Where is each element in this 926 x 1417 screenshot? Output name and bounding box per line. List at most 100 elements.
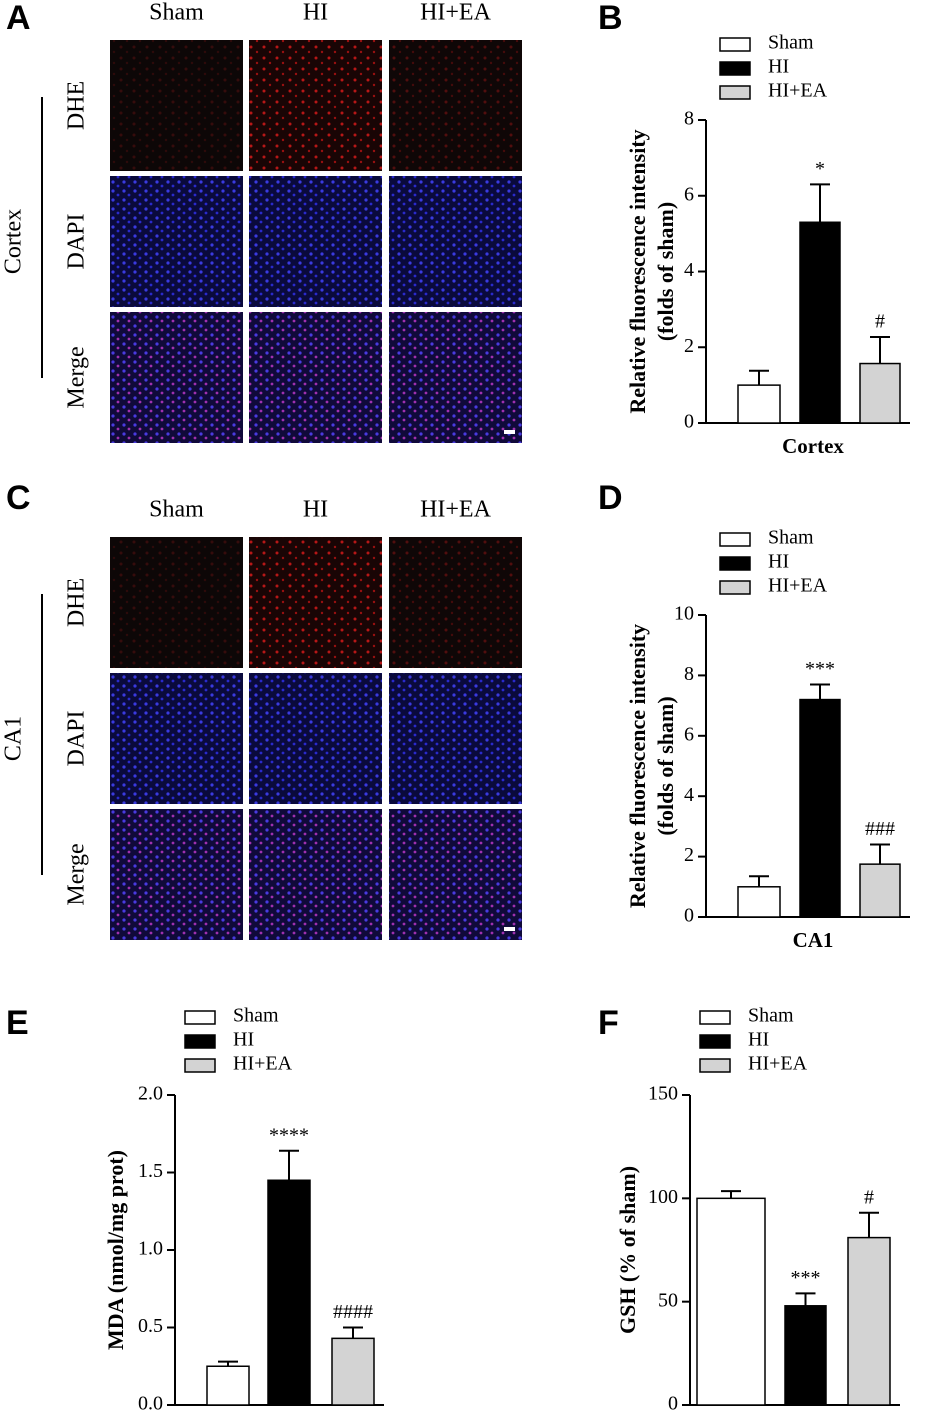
legend-swatch	[719, 556, 751, 571]
y-tick-label: 8	[684, 663, 694, 685]
row-label: DHE	[64, 81, 90, 130]
legend-label: HI	[768, 551, 789, 573]
scale-bar	[504, 927, 515, 931]
micrograph	[249, 176, 382, 307]
y-tick-label: 4	[684, 259, 694, 281]
y-axis-label: (folds of sham)	[653, 202, 678, 341]
column-header: Sham	[149, 497, 204, 523]
row-label: Merge	[64, 346, 90, 408]
y-tick-label: 2	[684, 844, 694, 866]
legend-swatch	[719, 37, 751, 52]
y-tick-label: 1.0	[138, 1238, 163, 1260]
legend-swatch	[184, 1058, 216, 1073]
legend-swatch	[699, 1010, 731, 1025]
legend-label: Sham	[768, 527, 814, 549]
bar	[331, 1337, 375, 1406]
legend-label: HI	[233, 1029, 254, 1051]
legend-label: HI+EA	[768, 575, 828, 597]
legend-label: Sham	[233, 1005, 279, 1027]
significance-mark: ****	[269, 1124, 309, 1146]
legend-label: HI	[768, 56, 789, 78]
micrograph	[389, 809, 522, 940]
column-header: HI	[303, 0, 328, 26]
significance-mark: ***	[791, 1267, 821, 1289]
micrograph	[389, 176, 522, 307]
y-tick-label: 8	[684, 108, 694, 130]
legend-label: HI	[748, 1029, 769, 1051]
micrograph	[389, 537, 522, 668]
legend-label: HI+EA	[748, 1053, 808, 1075]
micrograph	[110, 176, 243, 307]
row-label: DHE	[64, 578, 90, 627]
significance-mark: *	[815, 158, 825, 180]
legend-swatch	[699, 1034, 731, 1049]
bar	[206, 1365, 250, 1406]
micrograph	[389, 312, 522, 443]
significance-mark: ***	[805, 658, 835, 680]
micrograph	[249, 312, 382, 443]
bar	[696, 1197, 766, 1406]
y-tick-label: 0	[684, 905, 694, 927]
legend-swatch	[184, 1010, 216, 1025]
micrograph	[249, 537, 382, 668]
legend-swatch	[719, 61, 751, 76]
legend-label: Sham	[768, 32, 814, 54]
micrograph	[110, 809, 243, 940]
panel-label: A	[6, 0, 31, 37]
legend-swatch	[719, 532, 751, 547]
micrograph	[389, 673, 522, 804]
row-label: Merge	[64, 843, 90, 905]
legend-swatch	[184, 1034, 216, 1049]
column-header: HI+EA	[420, 0, 492, 26]
micrograph	[110, 673, 243, 804]
bar	[267, 1179, 311, 1406]
micrograph	[249, 809, 382, 940]
panel-label: F	[598, 1004, 619, 1042]
bar	[799, 698, 841, 918]
y-axis-label: Relative fluorescence intensity	[625, 129, 650, 413]
y-tick-label: 100	[648, 1186, 678, 1208]
micrograph	[249, 40, 382, 171]
y-tick-label: 10	[674, 603, 694, 625]
legend-swatch	[719, 580, 751, 595]
panel-label: E	[6, 1004, 29, 1042]
bar	[859, 863, 901, 918]
y-tick-label: 1.5	[138, 1160, 163, 1182]
micrograph	[249, 673, 382, 804]
y-tick-label: 6	[684, 183, 694, 205]
y-axis-label: Relative fluorescence intensity	[625, 624, 650, 908]
micrograph	[110, 312, 243, 443]
region-label: Cortex	[1, 209, 27, 274]
y-tick-label: 2	[684, 335, 694, 357]
column-header: HI	[303, 497, 328, 523]
bar	[847, 1236, 891, 1406]
column-header: HI+EA	[420, 497, 492, 523]
legend-label: HI+EA	[768, 80, 828, 102]
significance-mark: ###	[865, 818, 895, 840]
panel-label: D	[598, 479, 623, 517]
micrograph	[110, 537, 243, 668]
y-axis-label: GSH (% of sham)	[615, 1166, 640, 1334]
y-tick-label: 0.0	[138, 1393, 163, 1415]
bar	[784, 1305, 827, 1406]
y-tick-label: 2.0	[138, 1083, 163, 1105]
column-header: Sham	[149, 0, 204, 26]
y-axis-label: (folds of sham)	[653, 696, 678, 835]
bar	[737, 886, 781, 918]
row-label: DAPI	[64, 710, 90, 766]
legend-label: HI+EA	[233, 1053, 293, 1075]
legend-swatch	[719, 85, 751, 100]
significance-mark: #	[864, 1186, 874, 1208]
y-tick-label: 6	[684, 723, 694, 745]
legend-label: Sham	[748, 1005, 794, 1027]
y-tick-label: 0	[684, 411, 694, 433]
significance-mark: #	[875, 311, 885, 333]
bar	[737, 384, 781, 424]
micrograph	[389, 40, 522, 171]
row-label: DAPI	[64, 213, 90, 269]
bar	[859, 362, 901, 424]
bar	[799, 221, 841, 424]
micrograph	[110, 40, 243, 171]
y-tick-label: 4	[684, 784, 694, 806]
